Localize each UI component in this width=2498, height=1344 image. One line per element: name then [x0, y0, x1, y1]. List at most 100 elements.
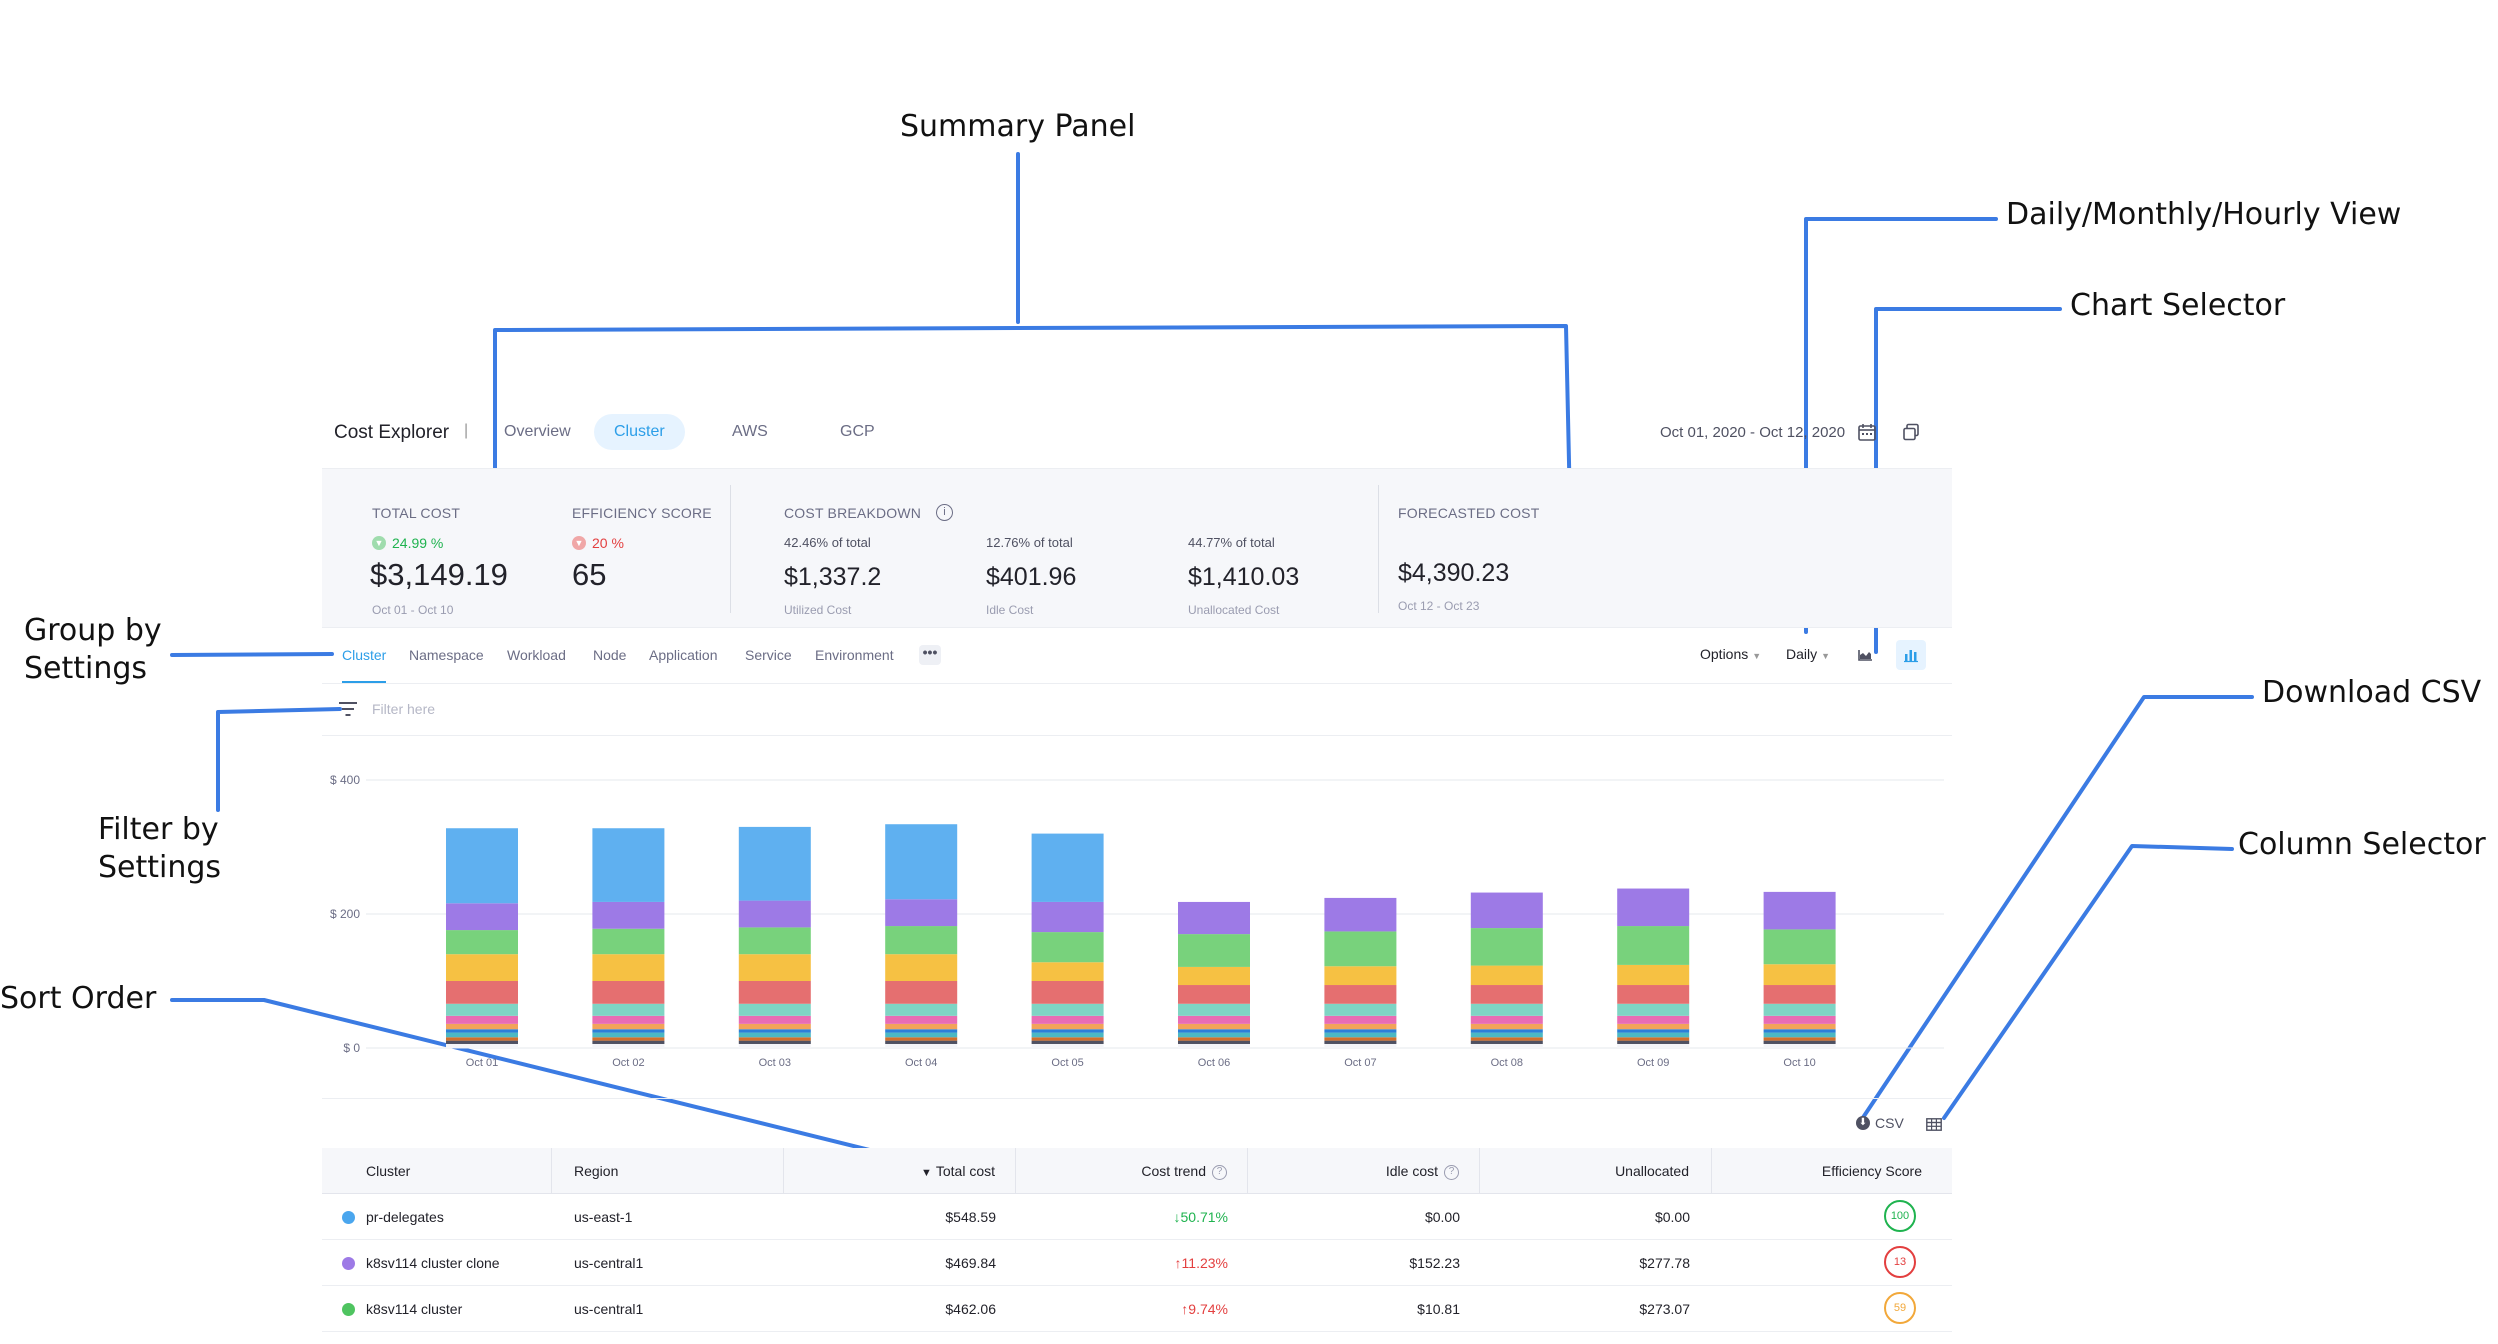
bar-segment[interactable] — [885, 1003, 958, 1016]
column-header-region[interactable]: Region — [552, 1148, 784, 1194]
calendar-icon[interactable] — [1858, 423, 1876, 441]
bar-segment[interactable] — [885, 1037, 958, 1041]
bar-segment[interactable] — [1178, 966, 1250, 986]
bar-segment[interactable] — [1324, 966, 1397, 986]
bar-segment[interactable] — [446, 828, 518, 904]
bar-segment[interactable] — [738, 1003, 811, 1016]
bar-segment[interactable] — [1031, 1032, 1104, 1038]
bar-segment[interactable] — [446, 954, 518, 981]
bar-segment[interactable] — [1178, 1032, 1250, 1038]
group-tab-namespace[interactable]: Namespace — [409, 647, 484, 663]
bar-segment[interactable] — [738, 981, 811, 1004]
bar-segment[interactable] — [1470, 1023, 1543, 1030]
group-tab-workload[interactable]: Workload — [507, 647, 566, 663]
bar-segment[interactable] — [738, 826, 811, 901]
bar-segment[interactable] — [885, 1015, 958, 1024]
bar-segment[interactable] — [1470, 965, 1543, 986]
filter-icon[interactable] — [338, 700, 358, 718]
bar-segment[interactable] — [1470, 985, 1543, 1004]
bar-segment[interactable] — [592, 1015, 665, 1024]
bar-segment[interactable] — [1324, 1043, 1397, 1048]
bar-segment[interactable] — [1324, 1040, 1397, 1044]
bar-segment[interactable] — [738, 927, 811, 955]
bar-segment[interactable] — [1470, 1029, 1543, 1033]
bar-segment[interactable] — [885, 1023, 958, 1030]
view-mode-dropdown[interactable]: Daily ▼ — [1786, 646, 1830, 662]
bar-segment[interactable] — [1031, 1040, 1104, 1044]
bar-segment[interactable] — [1617, 1023, 1690, 1030]
group-tab-service[interactable]: Service — [745, 647, 792, 663]
bar-segment[interactable] — [1178, 901, 1250, 935]
bar-segment[interactable] — [446, 1040, 518, 1044]
bar-segment[interactable] — [1617, 1032, 1690, 1038]
bar-segment[interactable] — [885, 1029, 958, 1033]
column-header-cost-trend[interactable]: Cost trend? — [1016, 1148, 1248, 1194]
bar-segment[interactable] — [885, 1032, 958, 1038]
tab-overview[interactable]: Overview — [504, 423, 571, 440]
bar-segment[interactable] — [446, 930, 518, 955]
bar-segment[interactable] — [1763, 1003, 1836, 1016]
column-header-unallocated[interactable]: Unallocated — [1480, 1148, 1712, 1194]
bar-segment[interactable] — [1324, 1029, 1397, 1033]
bar-segment[interactable] — [738, 1029, 811, 1033]
bar-segment[interactable] — [1031, 932, 1104, 963]
bar-segment[interactable] — [446, 981, 518, 1004]
bar-segment[interactable] — [738, 1023, 811, 1030]
bar-segment[interactable] — [1324, 1003, 1397, 1016]
tab-aws[interactable]: AWS — [732, 423, 768, 440]
bar-segment[interactable] — [1763, 964, 1836, 986]
bar-segment[interactable] — [1324, 931, 1397, 967]
more-options-button[interactable]: ••• — [919, 645, 941, 665]
bar-segment[interactable] — [1617, 1003, 1690, 1016]
filter-input[interactable] — [372, 694, 772, 724]
bar-segment[interactable] — [592, 1003, 665, 1016]
bar-segment[interactable] — [885, 1040, 958, 1044]
bar-segment[interactable] — [1031, 1037, 1104, 1041]
group-tab-environment[interactable]: Environment — [815, 647, 894, 663]
bar-segment[interactable] — [885, 824, 958, 900]
bar-segment[interactable] — [446, 1003, 518, 1016]
bar-segment[interactable] — [885, 899, 958, 927]
bar-segment[interactable] — [592, 901, 665, 929]
bar-segment[interactable] — [1031, 981, 1104, 1004]
bar-segment[interactable] — [885, 1043, 958, 1048]
bar-segment[interactable] — [1031, 1015, 1104, 1024]
bar-segment[interactable] — [1324, 1015, 1397, 1024]
area-chart-button[interactable] — [1850, 640, 1880, 670]
bar-segment[interactable] — [738, 1043, 811, 1048]
bar-segment[interactable] — [738, 1037, 811, 1041]
group-tab-node[interactable]: Node — [593, 647, 627, 663]
bar-segment[interactable] — [1031, 1043, 1104, 1048]
bar-segment[interactable] — [1763, 1029, 1836, 1033]
bar-segment[interactable] — [1470, 1032, 1543, 1038]
column-selector-icon[interactable] — [1926, 1118, 1942, 1131]
cell-cluster[interactable]: k8sv114 cluster clone — [366, 1255, 500, 1271]
bar-segment[interactable] — [1178, 1029, 1250, 1033]
bar-segment[interactable] — [1324, 897, 1397, 932]
bar-segment[interactable] — [1763, 929, 1836, 965]
bar-segment[interactable] — [446, 1037, 518, 1041]
bar-segment[interactable] — [592, 828, 665, 902]
bar-segment[interactable] — [1470, 1040, 1543, 1044]
bar-segment[interactable] — [1178, 934, 1250, 967]
bar-segment[interactable] — [1617, 964, 1690, 986]
bar-segment[interactable] — [1763, 985, 1836, 1004]
bar-segment[interactable] — [1763, 1023, 1836, 1030]
copy-icon[interactable] — [1902, 423, 1920, 441]
bar-segment[interactable] — [1470, 1015, 1543, 1024]
bar-segment[interactable] — [1617, 1015, 1690, 1024]
bar-segment[interactable] — [446, 1015, 518, 1024]
group-tab-cluster[interactable]: Cluster — [342, 628, 387, 683]
bar-segment[interactable] — [1617, 1037, 1690, 1041]
bar-segment[interactable] — [738, 954, 811, 981]
bar-segment[interactable] — [1178, 1015, 1250, 1024]
bar-segment[interactable] — [592, 1032, 665, 1038]
bar-segment[interactable] — [1324, 1023, 1397, 1030]
column-header-total-cost[interactable]: ▼ Total cost — [784, 1148, 1016, 1194]
bar-segment[interactable] — [592, 954, 665, 981]
bar-segment[interactable] — [738, 1015, 811, 1024]
bar-segment[interactable] — [592, 1023, 665, 1030]
bar-segment[interactable] — [1324, 1032, 1397, 1038]
bar-segment[interactable] — [1178, 1003, 1250, 1016]
tab-gcp[interactable]: GCP — [840, 423, 875, 440]
